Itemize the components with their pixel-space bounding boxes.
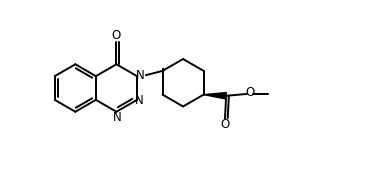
Text: O: O bbox=[245, 86, 255, 100]
Polygon shape bbox=[204, 93, 226, 99]
Text: O: O bbox=[112, 29, 121, 42]
Text: N: N bbox=[113, 111, 122, 124]
Text: N: N bbox=[135, 94, 144, 107]
Text: N: N bbox=[135, 69, 144, 82]
Text: O: O bbox=[220, 118, 230, 131]
